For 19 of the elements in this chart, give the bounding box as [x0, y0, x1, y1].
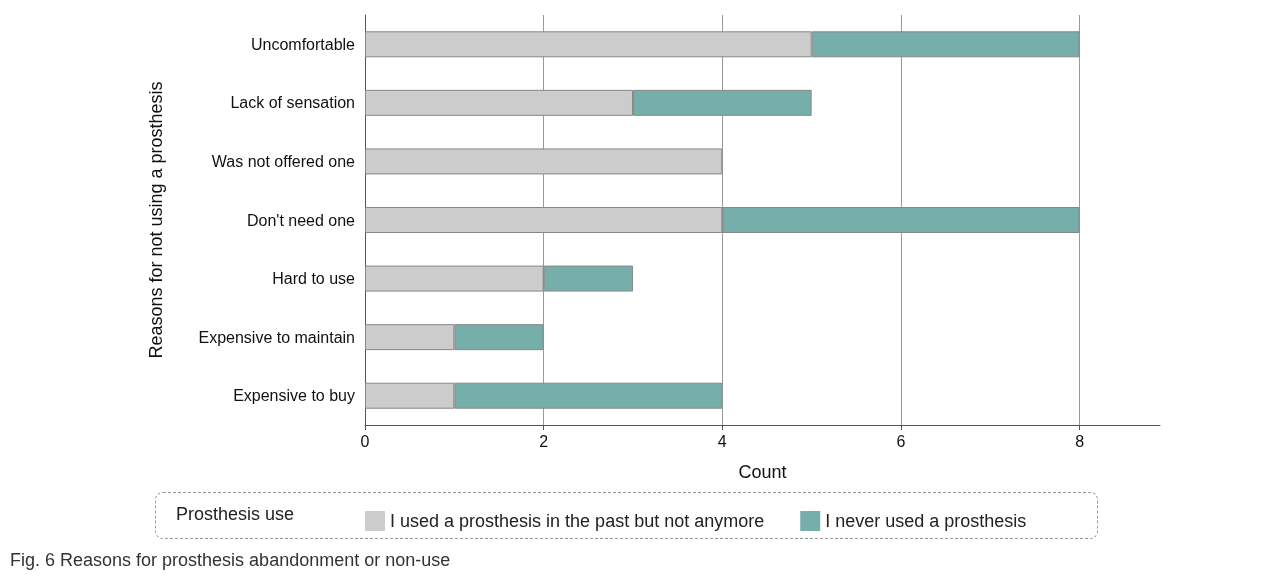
x-tick-label: 2 [539, 432, 549, 450]
bar [365, 148, 723, 175]
x-tick-label: 8 [1075, 432, 1085, 450]
y-tick-label: Was not offered one [211, 152, 356, 170]
x-tick-label: 4 [717, 432, 727, 450]
y-tick-label: Don't need one [246, 211, 356, 229]
legend-label: I used a prosthesis in the past but not anymore [390, 511, 765, 531]
x-tick-label: 0 [360, 432, 370, 450]
y-tick-label: Expensive to buy [233, 387, 355, 405]
x-tick-label: 6 [896, 432, 906, 450]
x-axis-title: Count [738, 462, 787, 482]
y-tick-label: Expensive to maintain [198, 328, 355, 346]
y-tick-label: Lack of sensation [230, 94, 355, 112]
legend-label: I never used a prosthesis [825, 511, 1027, 531]
y-tick-label: Hard to use [272, 270, 356, 288]
y-tick-label: Uncomfortable [250, 35, 356, 53]
caption: Fig. 6 Reasons for prosthesis abandonment or non-use [10, 550, 451, 571]
y-axis-title: Reasons for not using a prosthesis [146, 81, 166, 359]
legend-title: Prosthesis use [176, 504, 295, 525]
